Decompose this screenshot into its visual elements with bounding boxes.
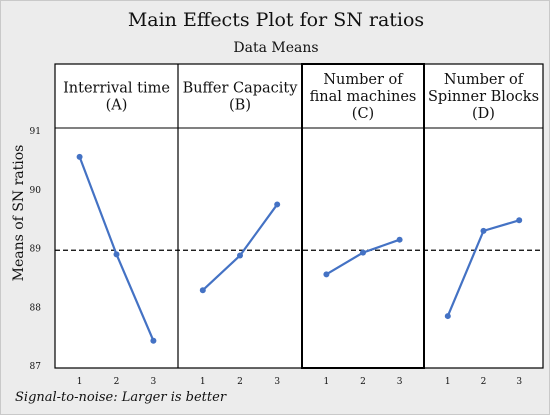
data-point: [360, 249, 366, 256]
x-tick-label: 1: [200, 377, 206, 387]
data-point: [76, 153, 83, 160]
panel-title-line: Buffer Capacity: [183, 81, 299, 97]
plot-frame: [54, 63, 544, 369]
x-tick-label: 3: [516, 377, 522, 387]
y-tick-label: 88: [30, 303, 42, 313]
data-point: [323, 271, 330, 278]
chart-subtitle: Data Means: [233, 40, 318, 56]
data-point: [237, 252, 243, 259]
panel-title-line: Spinner Blocks: [428, 89, 539, 105]
x-tick-label: 3: [397, 377, 403, 387]
x-tick-label: 2: [360, 377, 366, 387]
data-point: [113, 251, 120, 258]
data-point: [274, 201, 281, 208]
panel-title-line: final machines: [310, 89, 417, 105]
panel-title-line: (A): [106, 98, 128, 114]
data-point: [444, 313, 451, 320]
y-tick-label: 89: [30, 245, 42, 255]
x-tick-label: 2: [114, 377, 120, 387]
data-point: [396, 236, 403, 243]
panel-title-line: Number of: [444, 72, 525, 88]
x-tick-label: 3: [151, 377, 157, 387]
x-tick-label: 2: [481, 377, 487, 387]
y-axis-label: Means of SN ratios: [11, 145, 27, 282]
data-point: [199, 287, 206, 294]
panel-title-line: Interrival time: [63, 81, 170, 97]
footnote: Signal-to-noise: Larger is better: [15, 390, 227, 405]
data-point: [516, 217, 523, 224]
x-tick-label: 2: [237, 377, 243, 387]
panel-title-line: (C): [352, 106, 374, 122]
x-tick-label: 3: [274, 377, 280, 387]
x-tick-label: 1: [324, 377, 330, 387]
y-tick-label: 87: [30, 362, 42, 372]
data-point: [480, 227, 487, 234]
x-tick-label: 1: [77, 377, 83, 387]
plot-area: 87 88 89 90 91 Interrival time(A) 1 2 3 Buffer Ca…: [30, 63, 544, 387]
panel-c-highlight-frame: [301, 63, 425, 369]
chart-title: Main Effects Plot for SN ratios: [128, 9, 424, 31]
x-tick-label: 1: [445, 377, 451, 387]
panel-title-line: (D): [472, 106, 495, 122]
panel-title-line: Number of: [323, 72, 404, 88]
y-tick-label: 90: [30, 186, 42, 196]
panel-title-line: (B): [229, 98, 251, 114]
data-point: [150, 337, 157, 344]
y-tick-label: 91: [30, 127, 41, 137]
